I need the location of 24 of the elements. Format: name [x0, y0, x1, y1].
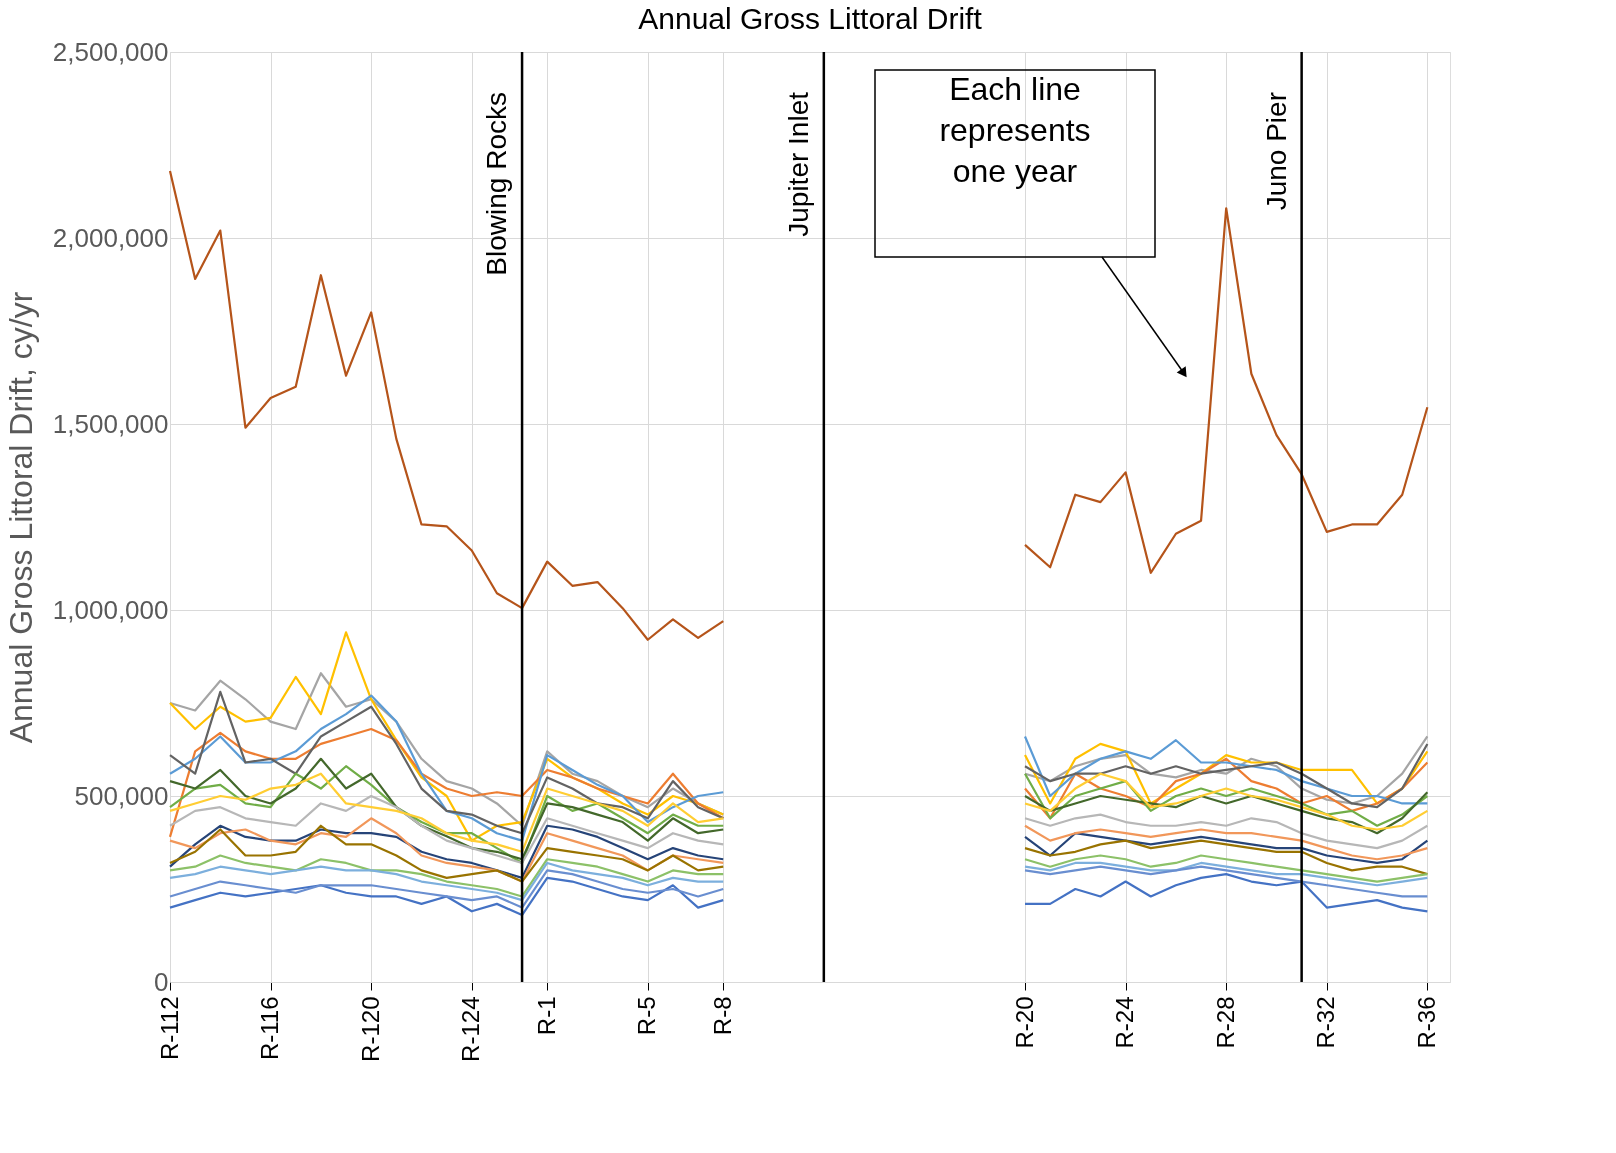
- y-tick-label: 1,500,000: [52, 408, 169, 439]
- x-tick-label: R-20: [1010, 996, 1038, 1049]
- y-tick-label: 2,500,000: [52, 36, 169, 67]
- annotation: Juno Pier: [1260, 92, 1292, 211]
- x-tick-label: R-120: [356, 996, 384, 1062]
- y-tick-label: 500,000: [74, 780, 169, 811]
- x-tick-label: R-28: [1211, 996, 1239, 1049]
- y-axis-title: Annual Gross Littoral Drift, cy/yr: [2, 291, 39, 744]
- annotation: Jupiter Inlet: [782, 91, 814, 237]
- x-tick-label: R-24: [1111, 996, 1139, 1049]
- x-tick-label: R-32: [1312, 996, 1340, 1049]
- x-tick-label: R-8: [708, 996, 736, 1036]
- x-tick-label: R-5: [633, 996, 661, 1036]
- x-tick-label: R-116: [256, 996, 284, 1061]
- x-tick-label: R-112: [155, 996, 183, 1061]
- y-tick-label: 2,000,000: [52, 222, 169, 253]
- chart-title: Annual Gross Littoral Drift: [638, 2, 983, 35]
- x-tick-label: R-1: [532, 996, 560, 1036]
- annotation: Blowing Rocks: [481, 92, 513, 276]
- x-tick-label: R-36: [1412, 996, 1440, 1049]
- y-tick-label: 0: [154, 966, 169, 997]
- y-tick-label: 1,000,000: [52, 594, 169, 625]
- annotation: Each line represents one year: [939, 71, 1091, 189]
- x-tick-label: R-124: [457, 996, 485, 1062]
